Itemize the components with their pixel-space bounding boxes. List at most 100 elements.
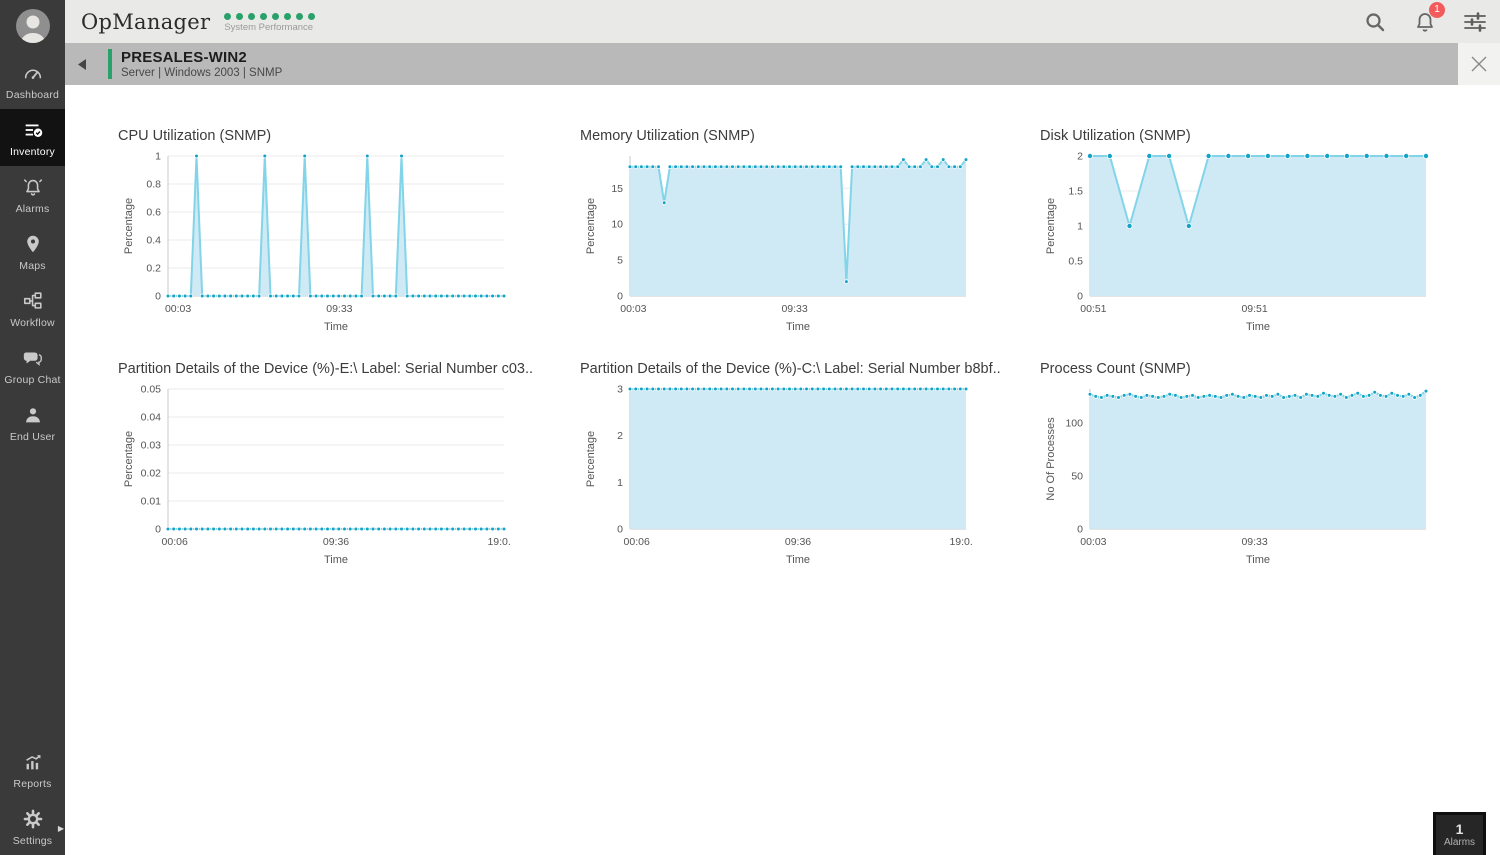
svg-text:5: 5 xyxy=(617,255,623,267)
sidebar-item-alarms[interactable]: Alarms xyxy=(0,166,65,223)
sidebar-item-settings[interactable]: Settings xyxy=(0,798,65,855)
svg-text:19:0..: 19:0.. xyxy=(487,536,510,548)
top-header: OpManager System Performance 1 xyxy=(65,0,1500,43)
sidebar-item-label: Maps xyxy=(19,259,46,272)
alarm-count: 1 xyxy=(1455,821,1464,837)
svg-text:0.01: 0.01 xyxy=(141,496,162,508)
svg-text:3: 3 xyxy=(617,385,623,396)
gear-icon xyxy=(20,807,46,831)
svg-text:Percentage: Percentage xyxy=(1045,198,1057,254)
sidebar-item-dashboard[interactable]: Dashboard xyxy=(0,52,65,109)
close-button[interactable] xyxy=(1458,43,1500,85)
sidebar-item-label: Dashboard xyxy=(5,88,60,101)
svg-text:Time: Time xyxy=(1246,554,1270,566)
alarms-counter[interactable]: 1 Alarms xyxy=(1433,812,1486,855)
svg-text:2: 2 xyxy=(617,430,623,442)
app-tagline: System Performance xyxy=(224,21,314,33)
svg-text:Time: Time xyxy=(786,321,810,333)
svg-text:0: 0 xyxy=(155,291,161,303)
sidebar-item-label: Workflow xyxy=(10,316,55,329)
chart-partition-c[interactable]: Partition Details of the Device (%)-C:\ … xyxy=(580,361,1001,574)
chart-process-count[interactable]: Process Count (SNMP) 0 50 100 00:03 09:33 Tim… xyxy=(1040,361,1435,574)
search-icon[interactable] xyxy=(1362,9,1388,35)
status-dots xyxy=(224,12,316,20)
svg-text:09:36: 09:36 xyxy=(323,536,349,548)
svg-text:Percentage: Percentage xyxy=(123,198,135,254)
app-logo: OpManager xyxy=(81,9,211,34)
svg-text:100: 100 xyxy=(1065,417,1083,429)
alarm-label: Alarms xyxy=(1443,837,1476,848)
notifications-bell-icon[interactable]: 1 xyxy=(1412,1,1445,35)
chart-canvas[interactable]: 0 50 100 00:03 09:33 Time No Of Processes xyxy=(1040,385,1435,574)
chart-canvas[interactable]: 0 0.5 1 1.5 2 00:51 09:51 Time Percentage xyxy=(1040,151,1435,341)
svg-text:0.8: 0.8 xyxy=(146,179,161,191)
sidebar-item-reports[interactable]: Reports xyxy=(0,741,65,798)
sidebar-item-group-chat[interactable]: Group Chat xyxy=(0,337,65,394)
svg-text:No Of Processes: No Of Processes xyxy=(1045,417,1057,501)
map-pin-icon xyxy=(20,232,46,256)
svg-text:0.6: 0.6 xyxy=(146,207,161,219)
svg-text:Time: Time xyxy=(1246,321,1270,333)
svg-text:09:33: 09:33 xyxy=(326,303,352,315)
svg-text:0: 0 xyxy=(155,524,161,536)
avatar-image xyxy=(15,9,50,43)
svg-text:00:03: 00:03 xyxy=(620,303,646,315)
svg-text:15: 15 xyxy=(611,183,623,195)
notification-badge: 1 xyxy=(1429,1,1445,18)
sidebar-item-label: Reports xyxy=(13,777,52,790)
user-avatar[interactable] xyxy=(0,0,65,52)
svg-text:0: 0 xyxy=(617,291,623,303)
svg-text:0: 0 xyxy=(1077,524,1083,536)
svg-text:2: 2 xyxy=(1077,152,1083,163)
svg-text:10: 10 xyxy=(611,219,623,231)
svg-text:19:0..: 19:0.. xyxy=(949,536,972,548)
svg-text:0.03: 0.03 xyxy=(141,440,162,452)
alarm-bell-icon xyxy=(20,175,46,199)
device-name: PRESALES-WIN2 xyxy=(121,49,247,66)
svg-text:00:06: 00:06 xyxy=(624,536,650,548)
svg-text:1.5: 1.5 xyxy=(1068,186,1083,198)
svg-text:Percentage: Percentage xyxy=(123,431,135,487)
sidebar-item-end-user[interactable]: End User xyxy=(0,394,65,451)
svg-text:09:33: 09:33 xyxy=(1241,536,1267,548)
status-indicator: System Performance xyxy=(224,12,316,33)
filter-sliders-icon[interactable] xyxy=(1462,9,1488,35)
sidebar-expand-arrow-icon[interactable]: ▶ xyxy=(57,824,64,833)
chart-cpu-utilization[interactable]: CPU Utilization (SNMP) 0 0.2 0.4 0.6 0.8 1 00:… xyxy=(118,128,513,341)
svg-text:09:33: 09:33 xyxy=(781,303,807,315)
device-titlebar: PRESALES-WIN2 Server | Windows 2003 | SN… xyxy=(65,43,1500,85)
svg-text:1: 1 xyxy=(617,477,623,489)
device-meta: Server | Windows 2003 | SNMP xyxy=(121,67,283,79)
svg-text:00:03: 00:03 xyxy=(1080,536,1106,548)
svg-text:0.04: 0.04 xyxy=(141,412,162,424)
chart-partition-e[interactable]: Partition Details of the Device (%)-E:\ … xyxy=(118,361,534,574)
chart-canvas[interactable]: 0 1 2 3 00:06 09:36 19:0.. Time Percentage xyxy=(580,384,976,574)
chart-canvas[interactable]: 0 0.2 0.4 0.6 0.8 1 00:03 09:33 Time Percentage xyxy=(118,151,513,341)
sidebar-item-inventory[interactable]: Inventory xyxy=(0,109,65,166)
accent-bar xyxy=(108,49,112,79)
sidebar-item-maps[interactable]: Maps xyxy=(0,223,65,280)
svg-text:00:51: 00:51 xyxy=(1080,303,1106,315)
svg-text:0.02: 0.02 xyxy=(141,468,162,480)
collapse-left-icon[interactable] xyxy=(78,58,86,70)
chart-title: Partition Details of the Device (%)-E:\ … xyxy=(118,361,534,377)
svg-text:0.4: 0.4 xyxy=(146,235,161,247)
svg-text:0.05: 0.05 xyxy=(141,385,162,396)
svg-text:1: 1 xyxy=(1077,221,1083,233)
inventory-icon xyxy=(20,118,46,142)
chart-canvas[interactable]: 0 5 10 15 00:03 09:33 Time Percentage xyxy=(580,152,975,341)
sidebar-item-workflow[interactable]: Workflow xyxy=(0,280,65,337)
chart-canvas[interactable]: 0 0.01 0.02 0.03 0.04 0.05 00:06 09:36 19:0.. Tim… xyxy=(118,384,514,574)
chart-memory-utilization[interactable]: Memory Utilization (SNMP) 0 5 10 15 00:03 09:… xyxy=(580,128,975,341)
svg-text:Time: Time xyxy=(324,321,348,333)
chart-disk-utilization[interactable]: Disk Utilization (SNMP) 0 0.5 1 1.5 2 00:51 09… xyxy=(1040,128,1435,341)
svg-text:00:06: 00:06 xyxy=(162,536,188,548)
chart-title: Process Count (SNMP) xyxy=(1040,361,1191,377)
sidebar-item-label: Inventory xyxy=(10,145,55,158)
svg-text:Percentage: Percentage xyxy=(585,198,597,254)
charts-area: CPU Utilization (SNMP) 0 0.2 0.4 0.6 0.8 1 00:… xyxy=(65,85,1500,855)
sidebar-item-label: End User xyxy=(9,430,56,443)
svg-text:0.5: 0.5 xyxy=(1068,256,1083,268)
chat-bubbles-icon xyxy=(20,346,46,370)
workflow-icon xyxy=(20,289,46,313)
